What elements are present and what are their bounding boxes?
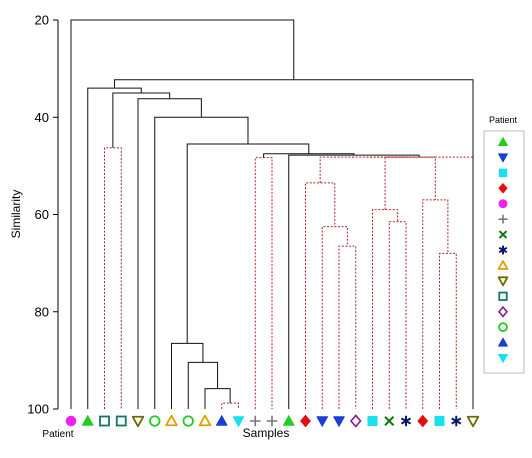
- dendrogram-branch: [154, 116, 249, 409]
- dendrogram-branch: [365, 156, 474, 409]
- y-tick-label: 80: [35, 304, 49, 319]
- leaf-marker-circle: [65, 415, 77, 427]
- dendrogram-branch: [87, 87, 142, 409]
- leaf-marker-triangle-down-open: [131, 415, 145, 428]
- leaf-marker-circle-open: [149, 415, 161, 427]
- leaf-marker-square: [367, 415, 378, 427]
- leaf-marker-asterisk: [451, 415, 462, 427]
- leaf-marker-diamond: [417, 414, 429, 428]
- legend-marker-asterisk: [498, 245, 508, 255]
- legend-marker-diamond: [498, 182, 508, 194]
- leaf-marker-square-open: [115, 415, 127, 427]
- dendrogram-branch: [171, 342, 204, 409]
- dendrogram-branch: [305, 182, 336, 409]
- dendrogram-branch: [288, 154, 420, 409]
- legend-title: Patient: [489, 115, 518, 125]
- legend-marker-x: [498, 230, 508, 239]
- y-axis: 20 40 60 80 100: [27, 13, 59, 417]
- leaf-marker-asterisk: [400, 415, 412, 427]
- y-tick-label: 40: [35, 110, 49, 125]
- dendrogram-branch: [221, 402, 239, 409]
- legend-marker-square: [498, 168, 508, 178]
- legend-marker-plus: [498, 214, 508, 224]
- leaf-marker-triangle-down: [232, 416, 245, 427]
- legend-marker-triangle-down: [498, 353, 508, 363]
- y-tick-label: 20: [35, 13, 49, 28]
- y-axis-title: Similarity: [9, 190, 23, 239]
- bottom-group-label: Patient: [42, 429, 73, 440]
- legend-marker-triangle-up-open: [497, 260, 509, 270]
- leaf-marker-triangle-up: [81, 415, 94, 426]
- leaf-marker-triangle-up-open: [198, 414, 212, 427]
- leaf-markers: [65, 414, 480, 428]
- dendrogram-branch: [114, 79, 474, 409]
- legend-marker-triangle-down-open: [497, 276, 509, 287]
- dendrogram-branch: [422, 199, 449, 409]
- leaf-marker-diamond: [300, 414, 311, 428]
- dendrogram-tree: [70, 19, 474, 409]
- leaf-marker-x: [384, 416, 395, 426]
- dendrogram-branch: [321, 226, 348, 409]
- leaf-marker-triangle-up: [215, 415, 228, 426]
- leaf-marker-plus: [266, 415, 278, 427]
- legend-marker-triangle-up: [498, 137, 508, 147]
- dendrogram-branch: [319, 156, 411, 183]
- x-axis-title: Samples: [243, 426, 290, 440]
- dendrogram-branch: [372, 209, 399, 409]
- dendrogram-branch: [187, 361, 219, 409]
- leaf-marker-triangle-down: [316, 416, 329, 427]
- dendrogram-branch: [112, 92, 171, 148]
- legend: Patient: [483, 115, 525, 374]
- legend-marker-triangle-down: [498, 153, 508, 163]
- dendrogram-branch: [254, 157, 273, 409]
- dendrogram-branch: [439, 252, 457, 409]
- leaf-marker-triangle-down: [333, 416, 345, 427]
- legend-marker-square-open: [498, 291, 508, 301]
- dendrogram-branch: [384, 156, 436, 210]
- dendrogram-branch: [263, 153, 355, 158]
- leaf-marker-triangle-down-open: [466, 415, 480, 428]
- dendrogram-branch: [204, 388, 231, 409]
- legend-marker-circle-open: [498, 322, 508, 333]
- dendrogram-branch: [70, 19, 295, 409]
- leaf-marker-triangle-up-open: [165, 414, 178, 427]
- leaf-marker-plus: [249, 415, 261, 427]
- dendrogram-branch: [104, 147, 122, 409]
- dendrogram-branch: [338, 245, 357, 409]
- leaf-marker-circle-open: [182, 415, 194, 427]
- leaf-marker-square-open: [99, 415, 110, 427]
- legend-marker-diamond-open: [497, 305, 509, 318]
- y-tick-label: 100: [27, 402, 49, 417]
- y-tick-label: 60: [35, 207, 49, 222]
- dendrogram-branch: [186, 143, 310, 344]
- dendrogram-branch: [388, 221, 407, 409]
- leaf-marker-diamond-open: [349, 414, 362, 428]
- legend-marker-triangle-up: [498, 337, 508, 347]
- leaf-marker-square: [434, 415, 445, 427]
- legend-marker-circle: [498, 199, 508, 209]
- leaf-marker-triangle-up: [282, 415, 295, 426]
